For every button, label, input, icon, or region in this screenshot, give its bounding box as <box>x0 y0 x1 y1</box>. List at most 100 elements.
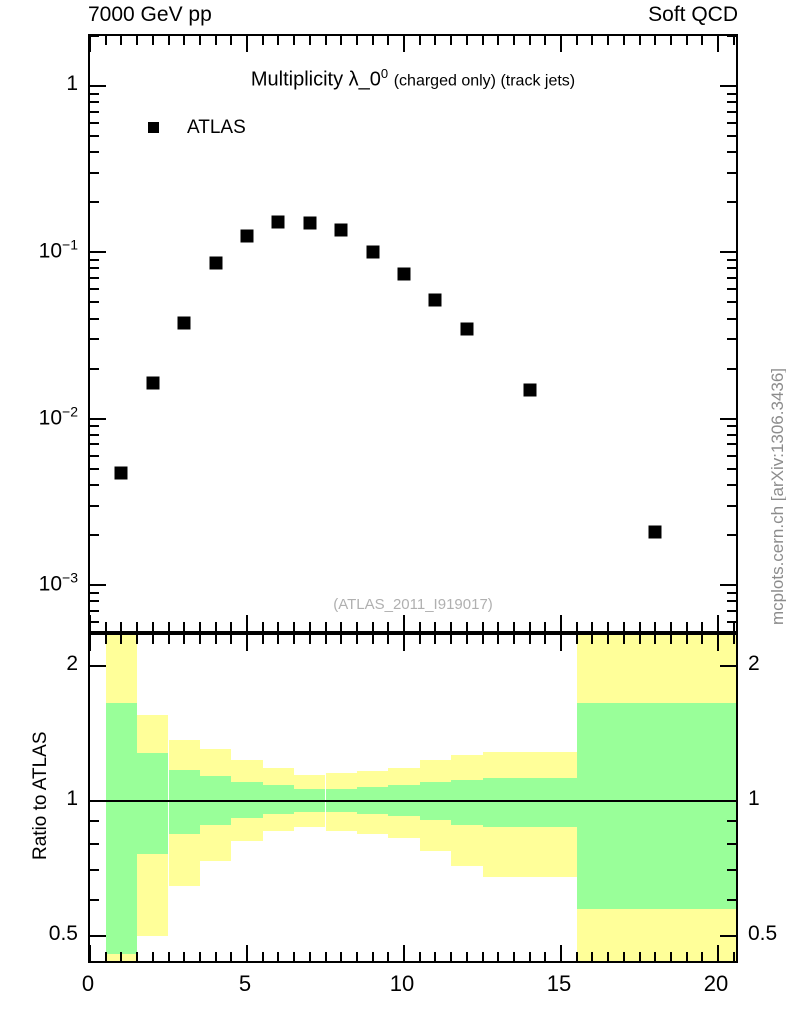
x-tick <box>528 622 531 631</box>
y-tick <box>90 317 99 320</box>
ratio-x-tick <box>669 952 672 961</box>
ratio-x-tick <box>685 635 688 644</box>
ratio-x-tick <box>90 635 91 651</box>
ratio-x-tick <box>544 635 547 644</box>
ratio-x-tick <box>324 635 327 644</box>
ratio-y-tick <box>727 820 736 823</box>
y-tick <box>90 454 99 457</box>
ratio-x-tick <box>371 952 374 961</box>
process-label: Soft QCD <box>648 3 738 26</box>
ratio-y-tick <box>90 665 106 668</box>
ratio-x-tick <box>230 635 233 644</box>
ratio-x-tick <box>528 635 531 644</box>
ratio-x-tick <box>403 945 405 961</box>
ratio-x-tick <box>622 635 625 644</box>
x-tick <box>575 622 578 631</box>
x-tick <box>591 622 594 631</box>
x-tick <box>355 36 358 45</box>
y-tick <box>90 151 99 154</box>
ratio-x-tick <box>355 635 358 644</box>
y-tick <box>727 135 736 138</box>
x-tick <box>308 36 311 45</box>
x-axis-tick-label: 10 <box>389 971 415 996</box>
x-tick <box>512 36 515 45</box>
y-tick <box>90 467 99 470</box>
x-tick <box>685 622 688 631</box>
x-axis-tick-label: 0 <box>81 971 95 996</box>
y-tick <box>727 433 736 436</box>
x-tick <box>638 36 641 45</box>
ratio-x-tick <box>355 952 358 961</box>
ratio-x-tick <box>214 952 217 961</box>
y-tick <box>727 620 736 623</box>
ratio-x-tick <box>293 952 296 961</box>
ratio-x-tick <box>104 635 107 644</box>
ratio-x-tick <box>340 635 343 644</box>
y-axis-tick-label: 10−2 <box>38 403 78 430</box>
ratio-x-tick <box>497 952 500 961</box>
ratio-x-tick <box>434 952 437 961</box>
x-tick <box>654 36 657 45</box>
y-tick <box>90 85 106 88</box>
y-tick <box>90 121 99 124</box>
data-point <box>271 215 285 229</box>
legend: ATLAS <box>148 118 246 137</box>
x-tick <box>277 622 280 631</box>
ratio-x-tick <box>340 952 343 961</box>
ratio-x-tick <box>481 952 484 961</box>
y-axis-tick-label: 10−1 <box>38 236 78 263</box>
y-tick <box>727 258 736 261</box>
ratio-x-tick <box>198 952 201 961</box>
ratio-x-tick <box>717 635 720 651</box>
y-tick <box>727 110 736 113</box>
x-tick <box>246 615 248 631</box>
y-axis-tick-label: 10−3 <box>38 569 78 596</box>
x-tick <box>544 622 547 631</box>
ratio-y-tick <box>720 800 736 802</box>
ratio-x-tick <box>387 635 390 644</box>
ratio-x-tick <box>591 952 594 961</box>
x-axis-tick-label: 20 <box>703 971 729 996</box>
reference-line <box>90 800 736 802</box>
ratio-x-tick <box>512 952 515 961</box>
ratio-x-tick <box>136 952 139 961</box>
x-tick <box>387 36 390 45</box>
y-tick <box>90 201 99 204</box>
y-tick <box>727 201 736 204</box>
x-tick <box>465 622 468 631</box>
x-tick <box>136 36 139 45</box>
x-tick <box>434 36 437 45</box>
data-point <box>240 229 254 243</box>
ratio-y-tick <box>727 843 736 846</box>
y-tick <box>90 258 99 261</box>
legend-label-atlas: ATLAS <box>187 117 246 138</box>
y-axis-tick-label: 1 <box>66 72 78 96</box>
x-tick <box>324 36 327 45</box>
x-tick <box>151 36 154 45</box>
data-point <box>209 256 223 270</box>
x-tick <box>277 36 280 45</box>
x-tick <box>418 36 421 45</box>
y-tick <box>727 533 736 536</box>
ratio-y-tick <box>90 820 99 823</box>
ratio-x-tick <box>654 952 657 961</box>
ratio-x-tick <box>450 952 453 961</box>
ratio-x-tick <box>622 952 625 961</box>
x-tick <box>230 622 233 631</box>
data-point <box>397 267 411 281</box>
ratio-x-tick <box>261 635 264 644</box>
x-tick <box>654 622 657 631</box>
x-tick <box>371 622 374 631</box>
y-tick <box>90 425 99 428</box>
y-tick <box>90 483 99 486</box>
x-tick <box>560 615 562 631</box>
y-tick <box>90 92 99 95</box>
x-tick <box>481 622 484 631</box>
ratio-x-tick <box>607 635 610 644</box>
x-tick <box>622 622 625 631</box>
ratio-x-tick <box>151 635 154 644</box>
ratio-x-tick <box>450 635 453 644</box>
x-tick <box>120 36 123 45</box>
y-tick <box>727 338 736 341</box>
y-tick <box>727 425 736 428</box>
